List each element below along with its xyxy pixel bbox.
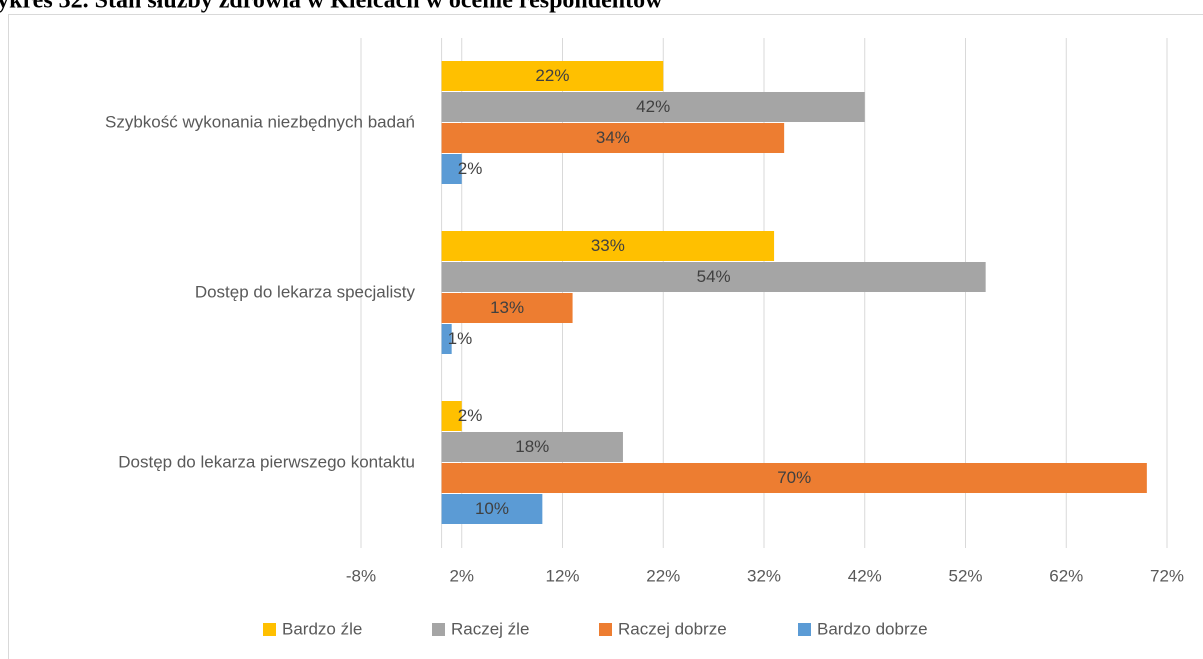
data-label: 1% [448, 329, 473, 348]
data-label: 2% [458, 406, 483, 425]
legend-swatch [263, 623, 276, 636]
chart-title: Wykres 32. Stan służby zdrowia w Kielcac… [0, 0, 663, 14]
x-tick-label: 22% [646, 566, 680, 585]
x-tick-label: 2% [449, 566, 474, 585]
bar [441, 463, 1147, 493]
category-label: Dostęp do lekarza specjalisty [195, 282, 416, 301]
category-label: Szybkość wykonania niezbędnych badań [105, 112, 415, 131]
x-tick-label: 12% [545, 566, 579, 585]
data-label: 54% [697, 267, 731, 286]
data-label: 22% [535, 66, 569, 85]
category-label: Dostęp do lekarza pierwszego kontaktu [118, 452, 415, 471]
data-label: 42% [636, 97, 670, 116]
bar [441, 432, 623, 462]
x-tick-label: 72% [1150, 566, 1184, 585]
data-label: 34% [596, 128, 630, 147]
legend-swatch [599, 623, 612, 636]
x-tick-label: 62% [1049, 566, 1083, 585]
data-label: 18% [515, 437, 549, 456]
data-label: 2% [458, 159, 483, 178]
bar [441, 92, 865, 122]
legend-swatch [798, 623, 811, 636]
x-tick-label: 42% [848, 566, 882, 585]
bar [441, 61, 664, 91]
bar [441, 231, 775, 261]
data-label: 10% [475, 499, 509, 518]
legend-label: Raczej dobrze [618, 619, 727, 638]
data-label: 33% [591, 236, 625, 255]
x-tick-label: 32% [747, 566, 781, 585]
x-tick-label: 52% [948, 566, 982, 585]
legend-label: Bardzo źle [282, 619, 362, 638]
legend-swatch [432, 623, 445, 636]
bar [441, 293, 573, 323]
data-label: 13% [490, 298, 524, 317]
data-label: 70% [777, 468, 811, 487]
bar [441, 123, 785, 153]
x-tick-label: -8% [346, 566, 376, 585]
bar [441, 494, 543, 524]
bar [441, 154, 462, 184]
bar [441, 262, 986, 292]
legend-label: Raczej źle [451, 619, 529, 638]
bar [441, 401, 462, 431]
legend-label: Bardzo dobrze [817, 619, 928, 638]
bar [441, 324, 452, 354]
chart-border [8, 14, 1203, 659]
